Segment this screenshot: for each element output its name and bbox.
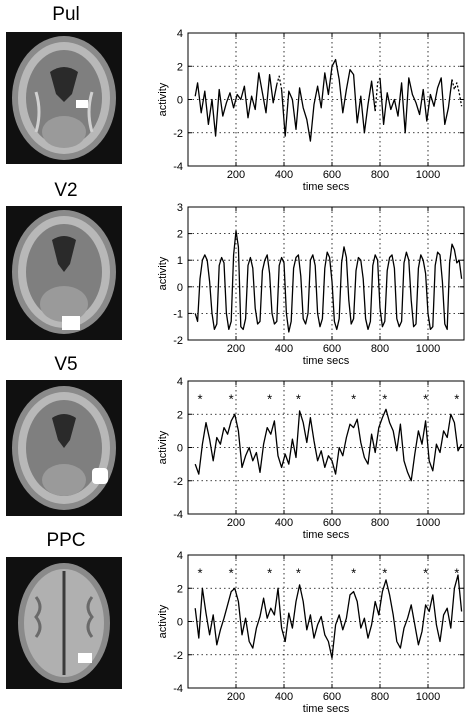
x-tick-label-pul: 1000 — [416, 169, 440, 181]
panel-title-pul: Pul — [52, 4, 80, 25]
star-marker-v5: * — [296, 392, 301, 407]
y-tick-label-ppc: 4 — [177, 550, 183, 562]
x-axis-label-v5: time secs — [303, 529, 350, 541]
star-marker-ppc: * — [423, 566, 428, 581]
x-tick-label-ppc: 400 — [275, 691, 293, 703]
y-tick-label-ppc: -2 — [173, 650, 183, 662]
y-tick-label-v5: -4 — [173, 509, 183, 521]
x-tick-label-v2: 800 — [371, 343, 389, 355]
mri-brain-image-ppc — [6, 557, 122, 689]
x-tick-label-v2: 600 — [323, 343, 341, 355]
y-tick-label-v5: -2 — [173, 476, 183, 488]
y-tick-label-v2: -1 — [173, 308, 183, 320]
series-line-pul-4 — [379, 77, 453, 134]
plot-frame-v5 — [187, 380, 465, 515]
panel-title-v5: V5 — [54, 354, 78, 375]
y-tick-label-pul: 4 — [177, 28, 183, 40]
y-tick-label-ppc: -4 — [173, 683, 183, 695]
star-marker-v5: * — [351, 392, 356, 407]
panel-title-ppc: PPC — [46, 530, 86, 551]
x-tick-label-v5: 1000 — [416, 517, 440, 529]
x-tick-label-pul: 600 — [323, 169, 341, 181]
y-tick-label-ppc: 0 — [177, 617, 183, 629]
x-tick-label-v5: 200 — [227, 517, 245, 529]
mri-brain-image-v2 — [6, 206, 122, 340]
star-marker-v5: * — [454, 392, 459, 407]
y-axis-label-v2: activity — [157, 256, 169, 290]
x-tick-label-pul: 200 — [227, 169, 245, 181]
y-tick-label-v2: 0 — [177, 282, 183, 294]
y-tick-label-pul: -2 — [173, 128, 183, 140]
y-tick-label-v5: 2 — [177, 409, 183, 421]
x-tick-label-pul: 800 — [371, 169, 389, 181]
x-tick-label-v5: 800 — [371, 517, 389, 529]
x-tick-label-ppc: 800 — [371, 691, 389, 703]
x-tick-label-v5: 400 — [275, 517, 293, 529]
star-marker-v5: * — [423, 392, 428, 407]
star-marker-ppc: * — [296, 566, 301, 581]
x-axis-label-v2: time secs — [303, 355, 350, 367]
plot-frame-ppc — [187, 554, 465, 689]
series-line-v2-0 — [194, 230, 463, 333]
star-marker-ppc: * — [382, 566, 387, 581]
y-tick-label-v5: 4 — [177, 376, 183, 388]
mri-brain-image-v5 — [6, 380, 122, 516]
y-tick-label-ppc: 2 — [177, 583, 183, 595]
series-line-v5-0 — [194, 408, 463, 482]
x-axis-label-ppc: time secs — [303, 703, 350, 715]
series-line-pul-5 — [451, 79, 463, 107]
star-marker-v5: * — [267, 392, 272, 407]
y-axis-label-v5: activity — [157, 430, 169, 464]
mri-brain-image-pul — [6, 32, 122, 164]
series-line-pul-2 — [280, 58, 376, 142]
x-tick-label-v5: 600 — [323, 517, 341, 529]
y-tick-label-v2: -2 — [173, 335, 183, 347]
series-line-pul-3 — [374, 77, 381, 112]
x-tick-label-v2: 1000 — [416, 343, 440, 355]
x-tick-label-ppc: 600 — [323, 691, 341, 703]
star-marker-v5: * — [197, 392, 202, 407]
y-tick-label-v5: 0 — [177, 443, 183, 455]
star-marker-ppc: * — [229, 566, 234, 581]
panel-title-v2: V2 — [54, 180, 78, 201]
series-line-pul-1 — [276, 75, 283, 90]
y-axis-label-pul: activity — [157, 82, 169, 116]
star-marker-ppc: * — [454, 566, 459, 581]
x-tick-label-v2: 200 — [227, 343, 245, 355]
star-marker-ppc: * — [267, 566, 272, 581]
star-marker-v5: * — [229, 392, 234, 407]
y-axis-label-ppc: activity — [157, 604, 169, 638]
star-marker-ppc: * — [197, 566, 202, 581]
star-marker-ppc: * — [351, 566, 356, 581]
y-tick-label-v2: 3 — [177, 202, 183, 214]
x-tick-label-pul: 400 — [275, 169, 293, 181]
y-tick-label-pul: 0 — [177, 95, 183, 107]
x-tick-label-ppc: 200 — [227, 691, 245, 703]
x-axis-label-pul: time secs — [303, 181, 350, 193]
y-tick-label-v2: 2 — [177, 229, 183, 241]
plot-frame-pul — [187, 32, 465, 167]
x-tick-label-v2: 400 — [275, 343, 293, 355]
x-tick-label-ppc: 1000 — [416, 691, 440, 703]
y-tick-label-pul: 2 — [177, 61, 183, 73]
plot-frame-v2 — [187, 206, 465, 341]
series-line-pul-0 — [194, 72, 278, 137]
y-tick-label-pul: -4 — [173, 161, 183, 173]
series-line-ppc-0 — [194, 574, 463, 659]
y-tick-label-v2: 1 — [177, 255, 183, 267]
star-marker-v5: * — [382, 392, 387, 407]
